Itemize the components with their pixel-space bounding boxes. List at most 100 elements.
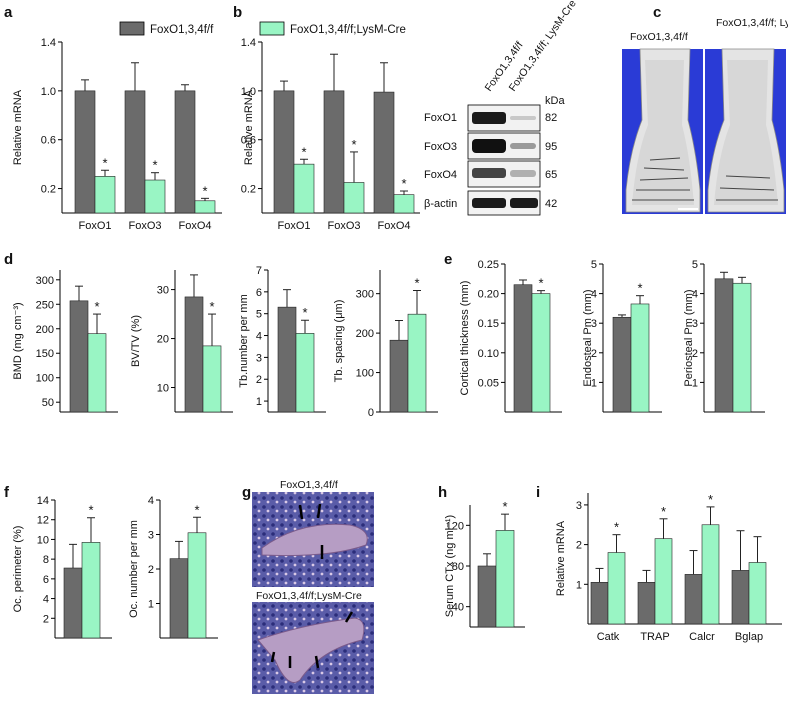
y-tick-label: 300 (356, 289, 374, 301)
y-tick-label: 0.05 (478, 377, 499, 389)
bar-control (477, 565, 497, 628)
y-tick-label: 2 (591, 348, 597, 360)
ct-trabeculae (632, 157, 694, 201)
y-tick-label: 3 (256, 352, 262, 364)
y-tick-label: 0.25 (478, 259, 499, 271)
y-axis-label: Tb. spacing (μm) (333, 300, 345, 383)
legend: FoxO1,3,4f/f FoxO1,3,4f/f;LysM-Cre (119, 21, 406, 36)
y-tick-label: 0.2 (41, 184, 56, 196)
panel-letter-g: g (242, 484, 251, 501)
category-label: Catk (597, 631, 620, 643)
charts: 0.2 0.6 1.0 1.4 Relative mRNA * FoxO1 * FoxO3 * Fo… (12, 37, 782, 643)
y-tick-label: 0.2 (241, 184, 256, 196)
category-label: FoxO4 (178, 220, 211, 232)
significance-star: * (302, 305, 307, 320)
y-tick-label: 0.6 (241, 135, 256, 147)
y-tick-label: 1 (692, 377, 698, 389)
y-tick-label: 4 (692, 289, 698, 301)
significance-star: * (708, 492, 713, 507)
y-tick-label: 30 (157, 285, 169, 297)
y-tick-label: 100 (356, 368, 374, 380)
y-tick-label: 1 (576, 579, 582, 591)
significance-star: * (538, 276, 543, 291)
y-tick-label: 4 (148, 495, 154, 507)
blot-row-actin: β-actin 42 (424, 190, 557, 216)
histology-bone-spicule (261, 523, 368, 557)
legend-swatch-cko (259, 21, 285, 36)
blot-band (510, 143, 536, 149)
panel-letter-c: c (653, 4, 661, 21)
y-axis-label: Relative mRNA (243, 89, 255, 165)
blot-band (472, 112, 506, 124)
chart-f2: 1 2 3 4 Oc. number per mm * (128, 495, 218, 639)
bar-control (124, 90, 146, 214)
y-tick-label: 1.0 (241, 86, 256, 98)
y-tick-label: 0.15 (478, 318, 499, 330)
legend-label-control: FoxO1,3,4f/f (150, 24, 214, 36)
bar-control (373, 91, 395, 214)
significance-star: * (301, 144, 306, 159)
category-label: FoxO1 (78, 220, 111, 232)
blot-kda-value: 95 (545, 141, 557, 153)
bar-control (590, 582, 609, 625)
category-label: TRAP (640, 631, 669, 643)
chart-e3: 1 2 3 4 5 Periosteal Pm (mm) (683, 259, 765, 413)
y-axis-label: Tb.number per mm (238, 294, 250, 388)
significance-star: * (351, 137, 356, 152)
significance-star: * (637, 281, 642, 296)
panel-letter-h: h (438, 484, 447, 501)
chart-e1: 0.05 0.10 0.15 0.20 0.25 Cortical thickness (… (459, 259, 562, 413)
ct-trabeculae (716, 175, 778, 201)
y-tick-label: 3 (148, 530, 154, 542)
blot-row-foxo4: FoxO4 65 (424, 160, 557, 188)
blot-band (472, 139, 506, 153)
significance-star: * (661, 504, 666, 519)
bar-control (174, 90, 196, 214)
y-tick-label: 6 (256, 287, 262, 299)
histology-label-cko: FoxO1,3,4f/f;LysM-Cre (256, 590, 362, 602)
bar-control (184, 296, 204, 413)
significance-star: * (194, 502, 199, 517)
bar-cko (81, 542, 101, 639)
y-tick-label: 3 (576, 500, 582, 512)
bar-control (513, 284, 533, 413)
y-tick-label: 3 (692, 318, 698, 330)
y-tick-label: 0 (368, 407, 374, 419)
y-tick-label: 5 (692, 259, 698, 271)
significance-star: * (502, 499, 507, 514)
y-tick-label: 7 (256, 265, 262, 277)
y-tick-label: 1.4 (41, 37, 56, 49)
y-tick-label: 250 (36, 299, 54, 311)
y-tick-label: 1.4 (241, 37, 256, 49)
bar-cko (194, 200, 216, 214)
y-tick-label: 10 (157, 383, 169, 395)
bar-control (731, 570, 750, 625)
blot-kda-value: 42 (545, 198, 557, 210)
y-tick-label: 4 (256, 331, 262, 343)
blot-protein-label: FoxO3 (424, 141, 457, 153)
blot-row-foxo3: FoxO3 95 (424, 132, 557, 160)
blot-band (510, 116, 536, 120)
panel-letter-b: b (233, 4, 242, 21)
y-tick-label: 120 (446, 520, 464, 532)
chart-d4: 0 100 200 300 Tb. spacing (μm) * (333, 270, 438, 419)
panel-letter-e: e (444, 251, 452, 268)
category-label: Calcr (689, 631, 715, 643)
bar-control (612, 316, 632, 413)
bar-control (323, 90, 345, 214)
bar-cko (732, 282, 752, 413)
bar-cko (407, 313, 427, 413)
chart-d3: 1 2 3 4 5 6 7 Tb.number per mm * (238, 265, 326, 413)
y-tick-label: 4 (591, 289, 597, 301)
ct-label-cko: FoxO1,3,4f/f; LysM-Cre (716, 17, 788, 29)
panel-letter-f: f (4, 484, 10, 501)
legend-label-cko: FoxO1,3,4f/f;LysM-Cre (290, 24, 406, 36)
bar-control (169, 558, 189, 639)
ct-marrow-cavity (632, 60, 694, 205)
significance-star: * (102, 155, 107, 170)
y-tick-label: 2 (148, 564, 154, 576)
chart-b: 0.2 0.6 1.0 1.4 Relative mRNA * FoxO1 * FoxO3 * Fo… (241, 37, 420, 232)
ct-marrow-cavity (714, 60, 778, 205)
